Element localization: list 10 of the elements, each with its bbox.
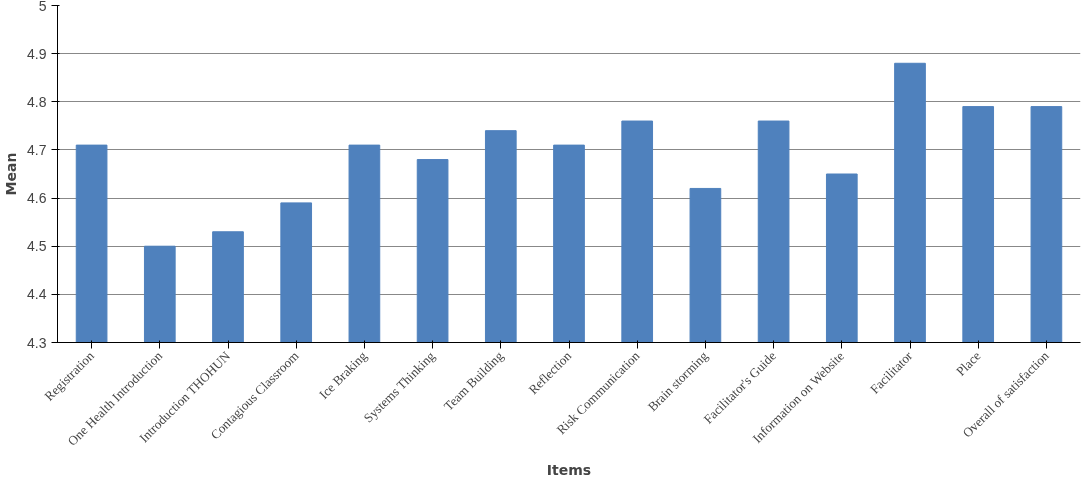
- y-tick-label: 4.7: [27, 141, 47, 158]
- y-tick-label: 5: [38, 0, 47, 14]
- x-axis-title: Items: [546, 461, 592, 478]
- y-tick-label: 4.3: [27, 334, 47, 351]
- y-tick-label: 4.6: [27, 190, 47, 207]
- y-tick-label: 4.9: [27, 45, 47, 62]
- y-tick-label: 4.5: [27, 238, 47, 255]
- y-tick-label: 4.8: [27, 93, 47, 110]
- y-tick-label: 4.4: [27, 286, 47, 303]
- y-axis-title: Mean: [3, 152, 20, 196]
